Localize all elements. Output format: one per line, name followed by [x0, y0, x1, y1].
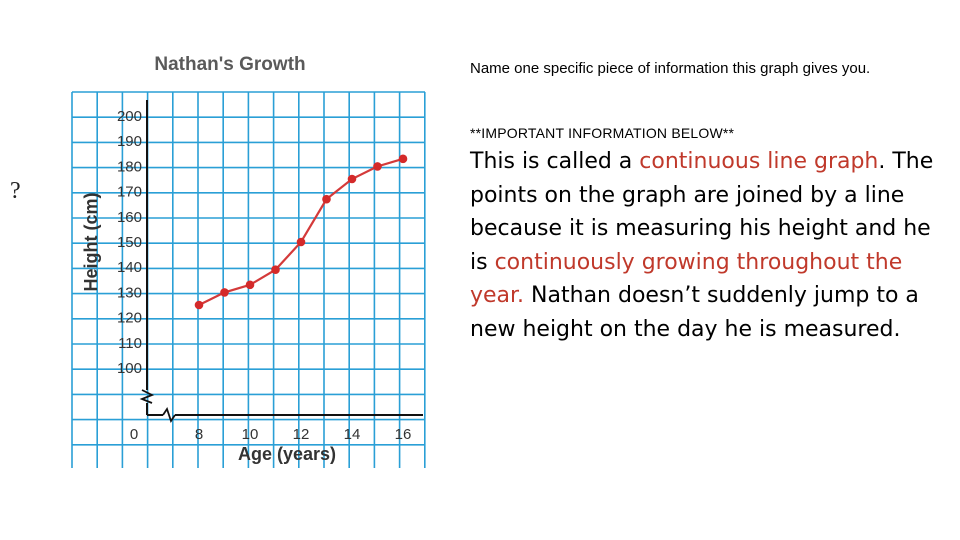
- y-tick-label: 110: [118, 335, 142, 352]
- y-tick-label: 200: [117, 108, 142, 125]
- highlight-continuously-growing: continuously growing throughout the year…: [470, 249, 903, 309]
- data-point: [373, 162, 382, 171]
- data-point: [322, 194, 331, 204]
- explanation-text: This is called a continuous line graph. …: [470, 145, 940, 346]
- y-tick-label: 100: [117, 360, 142, 377]
- x-tick-label: 8: [195, 426, 203, 443]
- x-tick-label: 12: [293, 426, 310, 443]
- question-text: Name one specific piece of information t…: [470, 60, 871, 77]
- data-point: [194, 300, 204, 310]
- y-tick-label: 120: [117, 310, 142, 327]
- y-axis-break-icon: [139, 389, 155, 404]
- data-point: [296, 237, 306, 247]
- explain-part-3: Nathan doesn’t suddenly jump to a new he…: [470, 283, 919, 342]
- x-tick-label: 16: [395, 426, 412, 443]
- highlight-continuous-line-graph: continuous line graph: [639, 149, 879, 174]
- y-tick-label: 140: [117, 259, 142, 276]
- x-tick-label: 10: [242, 426, 259, 443]
- y-tick-label: 190: [117, 133, 142, 150]
- y-tick-label: 130: [117, 284, 142, 301]
- x-axis-break-icon: [162, 406, 176, 424]
- data-point: [398, 154, 408, 164]
- data-point: [220, 288, 229, 297]
- data-point: [347, 174, 357, 184]
- text-panel: Name one specific piece of information t…: [470, 58, 940, 346]
- data-point: [245, 280, 255, 290]
- y-tick-label: 150: [117, 234, 142, 251]
- data-point: [271, 265, 280, 275]
- side-question-mark: ?: [10, 178, 21, 204]
- important-heading: **IMPORTANT INFORMATION BELOW**: [470, 125, 735, 141]
- x-axis-label: Age (years): [238, 444, 336, 464]
- y-axis-label: Height (cm): [81, 192, 101, 291]
- explain-part-2: . The points on the graph are joined by …: [470, 149, 934, 275]
- y-tick-label: 160: [117, 209, 142, 226]
- growth-chart: Nathan's Growth Height (cm) 100 110 120 130 14…: [60, 50, 440, 475]
- chart-title: Nathan's Growth: [154, 54, 305, 75]
- y-tick-label: 170: [117, 184, 142, 201]
- y-tick-label: 180: [117, 158, 142, 175]
- explain-part-1: This is called a: [470, 149, 640, 174]
- x-tick-label: 14: [344, 426, 361, 443]
- x-tick-label: 0: [130, 426, 138, 443]
